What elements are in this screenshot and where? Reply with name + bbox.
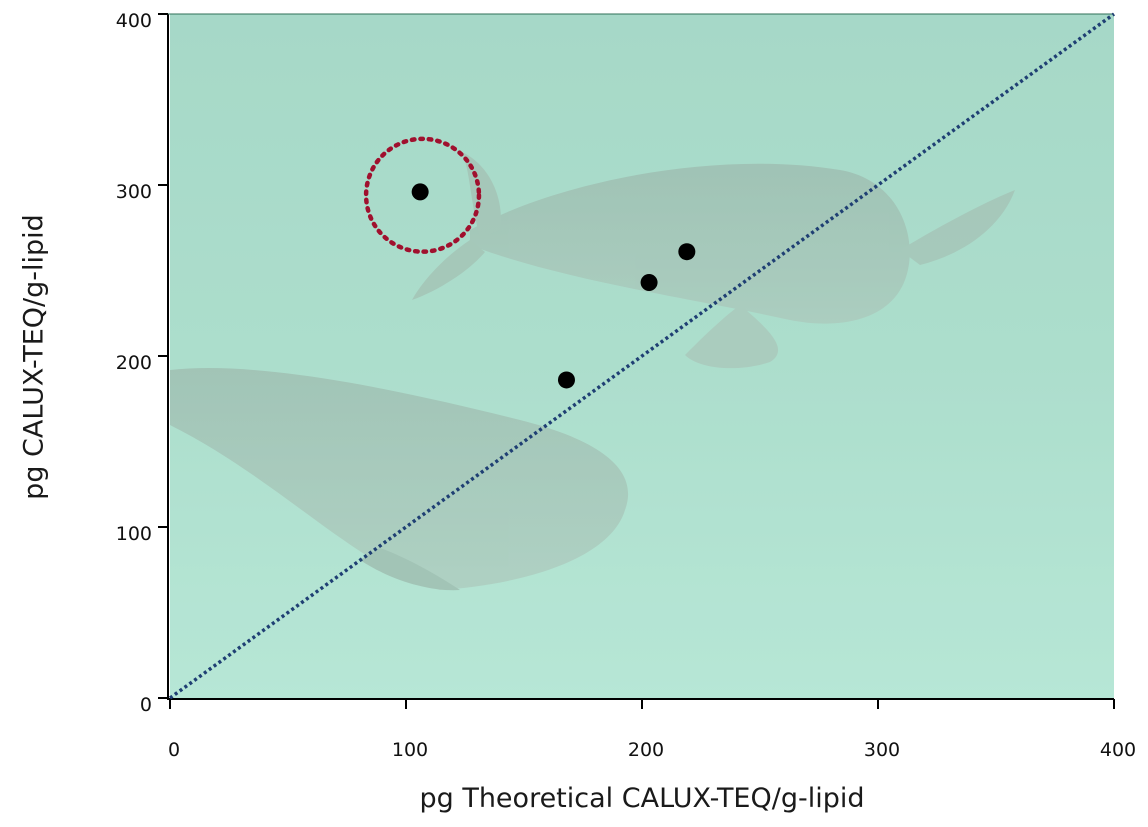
x-axis-title: pg Theoretical CALUX-TEQ/g-lipid bbox=[419, 783, 865, 814]
x-tick-label: 200 bbox=[628, 739, 664, 761]
x-tick-label: 300 bbox=[864, 739, 900, 761]
marks-layer bbox=[168, 12, 1116, 700]
data-point-3 bbox=[678, 243, 696, 261]
whale-upper-right bbox=[412, 152, 1015, 369]
y-tick-label: 300 bbox=[116, 181, 152, 203]
y-axis-title: pg CALUX-TEQ/g-lipid bbox=[18, 214, 50, 500]
data-point-2 bbox=[640, 273, 658, 291]
y-tick-label: 400 bbox=[116, 10, 152, 32]
y-tick-label: 200 bbox=[116, 352, 152, 374]
y-tick-label: 0 bbox=[140, 694, 152, 716]
x-tick-label: 100 bbox=[392, 739, 428, 761]
x-tick-label: 400 bbox=[1100, 739, 1136, 761]
reference-line bbox=[168, 12, 1116, 700]
data-point-0 bbox=[411, 183, 429, 201]
x-tick-label: 0 bbox=[168, 739, 180, 761]
highlight-circle bbox=[363, 136, 482, 254]
y-tick-label: 100 bbox=[116, 523, 152, 545]
axes-layer: 0 100 200 300 400 0 100 200 300 400 bbox=[116, 10, 1136, 761]
whale-lower-left bbox=[170, 368, 629, 591]
data-point-1 bbox=[557, 371, 575, 389]
